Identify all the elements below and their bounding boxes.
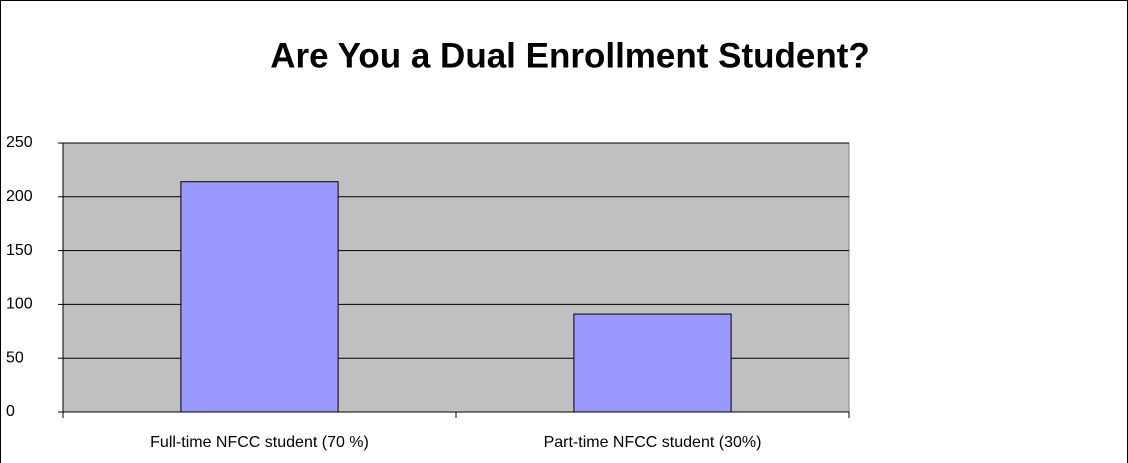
y-tick-label: 50 <box>6 349 24 366</box>
x-tick-label: Full-time NFCC student (70 %) <box>150 434 369 451</box>
y-tick-label: 100 <box>6 296 33 313</box>
y-tick-label: 200 <box>6 188 33 205</box>
y-tick-label: 150 <box>6 242 33 259</box>
x-tick-label: Part-time NFCC student (30%) <box>544 434 762 451</box>
y-tick-label: 250 <box>6 134 33 151</box>
y-tick-label: 0 <box>6 403 15 420</box>
chart-title: Are You a Dual Enrollment Student? <box>270 36 870 75</box>
bar <box>573 313 732 413</box>
bar <box>180 181 339 413</box>
